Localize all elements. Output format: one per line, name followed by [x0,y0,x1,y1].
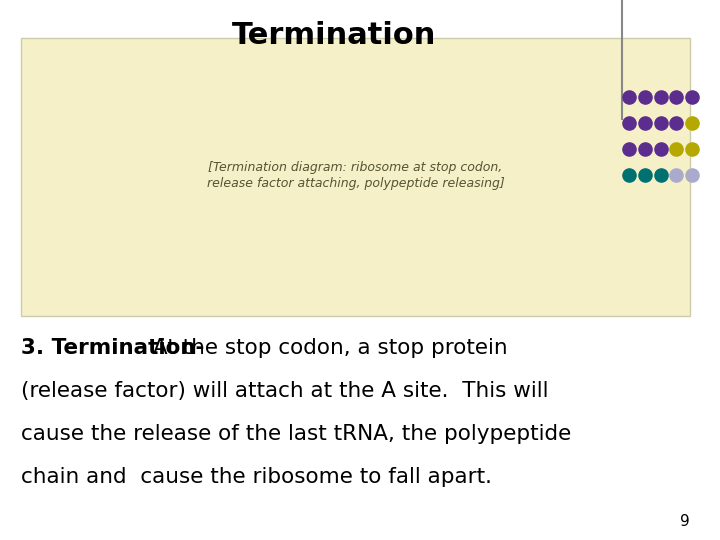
Point [686,93,698,102]
Bar [22,38,690,316]
Text: At the stop codon, a stop protein: At the stop codon, a stop protein [145,338,508,357]
Text: Termination: Termination [232,21,436,50]
Point [639,119,651,127]
Point [639,145,651,153]
Point [670,93,682,102]
Point [624,171,635,179]
Point [686,119,698,127]
Point [639,171,651,179]
Point [670,145,682,153]
Point [624,145,635,153]
Text: cause the release of the last tRNA, the polypeptide: cause the release of the last tRNA, the … [22,424,572,444]
Text: 3. Termination-: 3. Termination- [22,338,204,357]
Point [686,171,698,179]
Point [670,119,682,127]
Point [654,145,666,153]
Point [639,93,651,102]
Point [624,93,635,102]
Point [686,145,698,153]
Point [654,171,666,179]
Point [654,93,666,102]
Point [624,119,635,127]
Point [654,119,666,127]
Point [670,171,682,179]
Text: [Termination diagram: ribosome at stop codon,
release factor attaching, polypept: [Termination diagram: ribosome at stop c… [207,161,505,190]
Text: (release factor) will attach at the A site.  This will: (release factor) will attach at the A si… [22,381,549,401]
Text: chain and  cause the ribosome to fall apart.: chain and cause the ribosome to fall apa… [22,467,492,487]
Text: 9: 9 [680,514,690,529]
